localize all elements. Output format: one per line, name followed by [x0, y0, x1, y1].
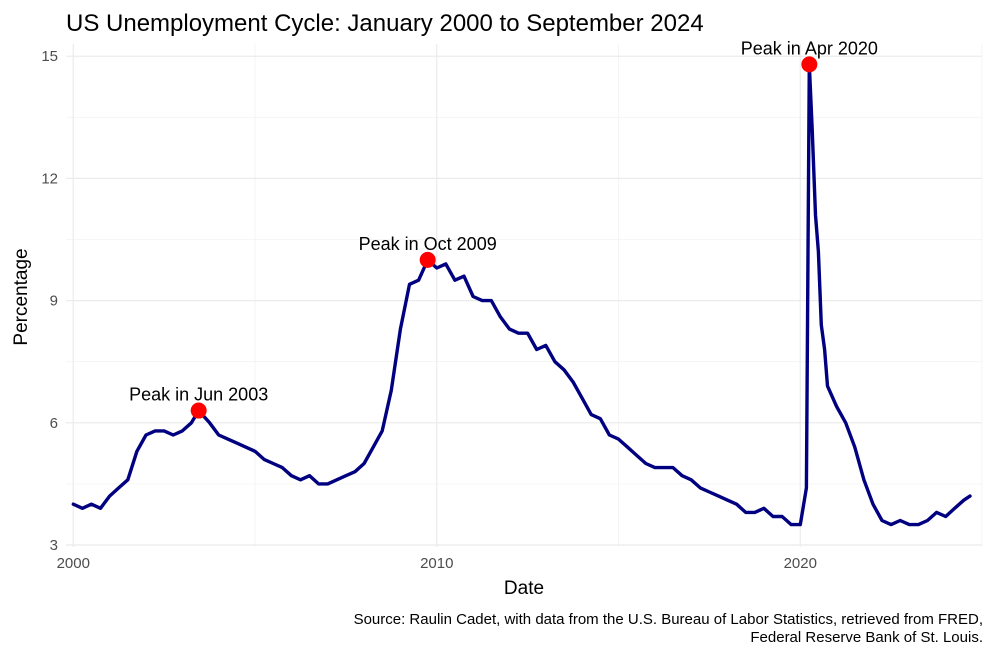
- y-tick-label: 12: [41, 170, 58, 187]
- peak-label: Peak in Apr 2020: [741, 38, 878, 58]
- peak-annotations: Peak in Jun 2003 Peak in Oct 2009 Peak in …: [129, 38, 878, 419]
- source-caption-line-2: Federal Reserve Bank of St. Louis.: [750, 629, 983, 646]
- x-tick-label: 2020: [784, 555, 817, 572]
- axis-ticks: 3 6 9 12 15 2000 2010 2020: [41, 48, 817, 572]
- x-tick-label: 2000: [57, 555, 90, 572]
- peak-marker: [190, 402, 207, 419]
- series-layer: [71, 62, 972, 527]
- source-caption-line-1: Source: Raulin Cadet, with data from the…: [354, 611, 983, 628]
- chart-title: US Unemployment Cycle: January 2000 to S…: [66, 10, 704, 37]
- y-tick-label: 6: [50, 415, 58, 432]
- peak-marker: [801, 56, 818, 73]
- y-tick-label: 3: [50, 537, 58, 554]
- peak-marker: [419, 251, 436, 268]
- x-tick-label: 2010: [420, 555, 453, 572]
- y-tick-label: 15: [41, 48, 58, 65]
- unemployment-line: [71, 62, 972, 527]
- y-tick-label: 9: [50, 293, 58, 310]
- y-axis-title: Percentage: [11, 248, 32, 345]
- grid: [66, 44, 983, 547]
- peak-label: Peak in Jun 2003: [129, 385, 268, 405]
- peak-label: Peak in Oct 2009: [359, 234, 497, 254]
- x-axis-title: Date: [504, 578, 544, 599]
